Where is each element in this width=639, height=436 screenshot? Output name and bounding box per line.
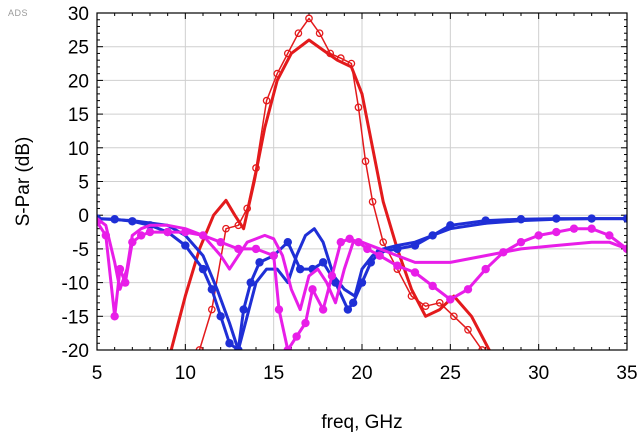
series-0-point xyxy=(294,29,303,38)
y-tick-label: 5 xyxy=(78,173,89,194)
x-tick-label: 30 xyxy=(528,363,549,384)
series-2-point xyxy=(225,339,234,348)
y-tick-label: -10 xyxy=(62,274,89,295)
series-4-point xyxy=(110,312,119,321)
series-0-point xyxy=(368,197,377,206)
series-4-point xyxy=(292,332,301,341)
x-tick-label: 35 xyxy=(616,363,637,384)
series-0-point xyxy=(379,238,388,247)
series-4-point xyxy=(251,244,261,254)
series-0-point xyxy=(305,14,313,23)
ads-badge: ADS xyxy=(8,8,29,18)
series-4-point xyxy=(216,237,225,247)
series-0-point xyxy=(315,29,324,38)
series-4-point xyxy=(336,237,345,247)
series-4-point xyxy=(145,227,155,237)
series-4-point xyxy=(363,244,372,254)
series-0-point xyxy=(421,302,430,311)
series-4-point xyxy=(463,285,473,294)
series-4-point xyxy=(481,264,490,274)
series-0-point xyxy=(222,224,230,233)
series-4-point xyxy=(136,231,146,240)
y-tick-label: 25 xyxy=(68,38,89,59)
series-2-point xyxy=(239,305,248,314)
y-tick-label: 10 xyxy=(68,139,89,160)
series-0-point xyxy=(262,96,271,105)
series-2-point xyxy=(181,241,190,250)
series-4-point xyxy=(569,224,579,233)
series-4-point xyxy=(393,261,402,270)
series-5-line xyxy=(97,217,627,312)
series-2-point xyxy=(318,258,328,267)
series-4-point xyxy=(283,345,292,350)
series-4-point xyxy=(345,234,354,243)
series-4-point xyxy=(446,295,455,304)
series-4-point xyxy=(516,237,526,247)
series-2-line xyxy=(97,217,627,350)
y-tick-label: -15 xyxy=(62,307,89,328)
y-tick-label: -20 xyxy=(62,341,89,362)
series-0-point xyxy=(361,157,370,166)
y-tick-label: 20 xyxy=(68,71,89,92)
plot-frame xyxy=(96,12,628,351)
series-2-point xyxy=(207,285,217,294)
series-2-point xyxy=(343,305,353,314)
x-tick-label: 5 xyxy=(92,363,103,384)
series-0-point xyxy=(464,325,472,334)
x-tick-label: 25 xyxy=(440,363,461,384)
y-tick-label: 0 xyxy=(78,206,89,227)
x-axis-label: freq, GHz xyxy=(321,412,402,433)
x-tick-label: 10 xyxy=(175,363,196,384)
series-4-point xyxy=(327,271,337,281)
series-1-line xyxy=(169,38,491,350)
series-4-point xyxy=(163,227,172,237)
series-2-point xyxy=(295,264,305,274)
series-4-point xyxy=(428,281,437,291)
series-2-point xyxy=(255,258,264,267)
series-4-point xyxy=(274,305,284,314)
series-4-point xyxy=(534,231,543,240)
series-4-point xyxy=(375,251,384,260)
series-0-point xyxy=(435,298,444,307)
series-4-point xyxy=(587,224,596,233)
y-tick-label: 30 xyxy=(68,4,89,25)
series-4-point xyxy=(605,231,614,240)
y-tick-label: -5 xyxy=(72,240,89,261)
series-2-point xyxy=(246,278,255,287)
series-0-point xyxy=(207,305,216,314)
y-tick-label: 15 xyxy=(68,105,89,126)
series-2-point xyxy=(198,264,208,274)
y-axis-label: S-Par (dB) xyxy=(13,137,34,227)
x-tick-label: 15 xyxy=(263,363,284,384)
series-2-point xyxy=(283,237,292,247)
series-0-point xyxy=(450,312,458,321)
series-4-point xyxy=(269,251,278,260)
series-4-point xyxy=(301,318,310,328)
series-4-point xyxy=(552,227,561,237)
series-0-point xyxy=(354,103,363,112)
series-4-point xyxy=(308,285,317,294)
series-4-point xyxy=(318,305,328,314)
series-4-point xyxy=(410,268,420,277)
series-2-point xyxy=(216,312,225,321)
series-2-point xyxy=(348,298,358,308)
x-tick-label: 20 xyxy=(351,363,372,384)
series-3-line xyxy=(97,217,627,350)
